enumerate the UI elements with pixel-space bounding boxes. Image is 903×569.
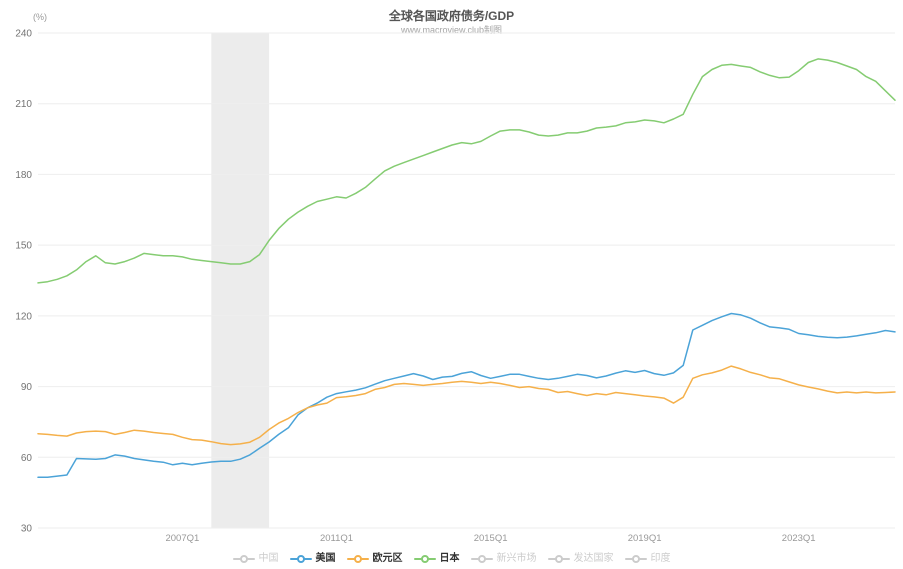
x-tick-label: 2011Q1 — [320, 533, 353, 544]
chart-legend: 中国 美国 欧元区 日本 新兴市场 发达国家 印度 — [0, 554, 903, 564]
legend-item-developed-countries[interactable]: 发达国家 — [547, 553, 614, 564]
series-line-japan[interactable] — [37, 58, 896, 284]
y-tick-label: 60 — [21, 453, 33, 464]
legend-marker-icon — [624, 554, 647, 564]
legend-label: 日本 — [439, 553, 460, 564]
y-tick-label: 30 — [21, 524, 33, 535]
legend-marker-icon — [470, 554, 493, 564]
legend-item-us[interactable]: 美国 — [289, 553, 336, 564]
x-tick-label: 2007Q1 — [165, 533, 199, 544]
legend-item-eurozone[interactable]: 欧元区 — [346, 553, 403, 564]
y-tick-label: 210 — [15, 99, 32, 110]
y-tick-label: 180 — [15, 170, 32, 181]
legend-label: 中国 — [258, 553, 279, 564]
series-line-eurozone[interactable] — [37, 365, 896, 446]
legend-item-emerging-markets[interactable]: 新兴市场 — [470, 553, 537, 564]
legend-label: 发达国家 — [573, 553, 614, 564]
recession-band — [211, 33, 270, 528]
legend-marker-icon — [232, 554, 255, 564]
legend-marker-icon — [547, 554, 570, 564]
chart-subtitle: www.macroview.club制图 — [400, 25, 503, 35]
legend-label: 欧元区 — [372, 553, 403, 564]
legend-label: 美国 — [315, 553, 336, 564]
x-tick-label: 2015Q1 — [474, 533, 508, 544]
legend-item-india[interactable]: 印度 — [624, 553, 671, 564]
y-tick-label: 150 — [15, 241, 32, 252]
legend-marker-icon — [346, 554, 369, 564]
legend-label: 印度 — [650, 553, 671, 564]
y-tick-label: 240 — [15, 29, 32, 40]
y-tick-label: 90 — [21, 382, 33, 393]
x-tick-label: 2023Q1 — [782, 533, 816, 544]
legend-item-china[interactable]: 中国 — [232, 553, 279, 564]
y-axis-unit-label: (%) — [33, 12, 47, 22]
x-tick-label: 2019Q1 — [628, 533, 662, 544]
series-line-us[interactable] — [37, 312, 896, 479]
legend-item-japan[interactable]: 日本 — [413, 553, 460, 564]
chart-title: 全球各国政府债务/GDP — [388, 9, 515, 23]
legend-marker-icon — [289, 554, 312, 564]
legend-label: 新兴市场 — [496, 553, 537, 564]
legend-marker-icon — [413, 554, 436, 564]
y-tick-label: 120 — [15, 311, 32, 322]
